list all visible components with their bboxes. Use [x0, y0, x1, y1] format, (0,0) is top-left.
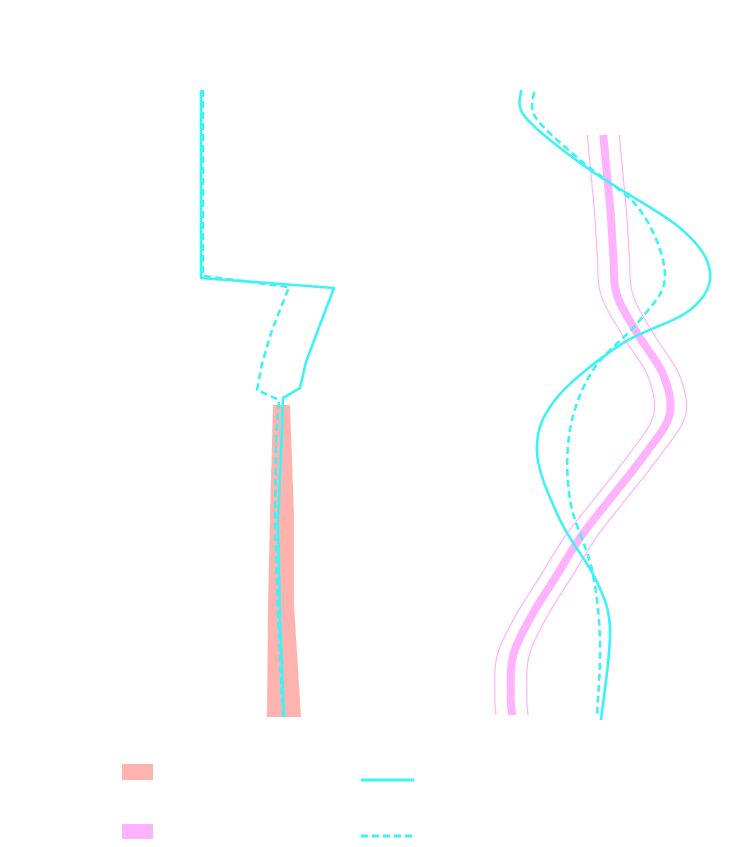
right-panel — [494, 89, 712, 721]
left-panel — [199, 90, 336, 718]
pink-band-lower — [494, 134, 656, 716]
salmon-band — [267, 405, 301, 717]
series-line-dashed — [530, 91, 667, 718]
legend-swatch-salmon — [122, 764, 153, 780]
series-line-dashed — [201, 90, 291, 718]
legend — [122, 764, 414, 839]
series-line-solid — [518, 89, 712, 721]
series-line-solid — [199, 90, 336, 718]
legend-swatch-pink — [122, 824, 153, 839]
pink-band-upper — [526, 134, 688, 716]
pink-band-centre — [506, 134, 675, 716]
